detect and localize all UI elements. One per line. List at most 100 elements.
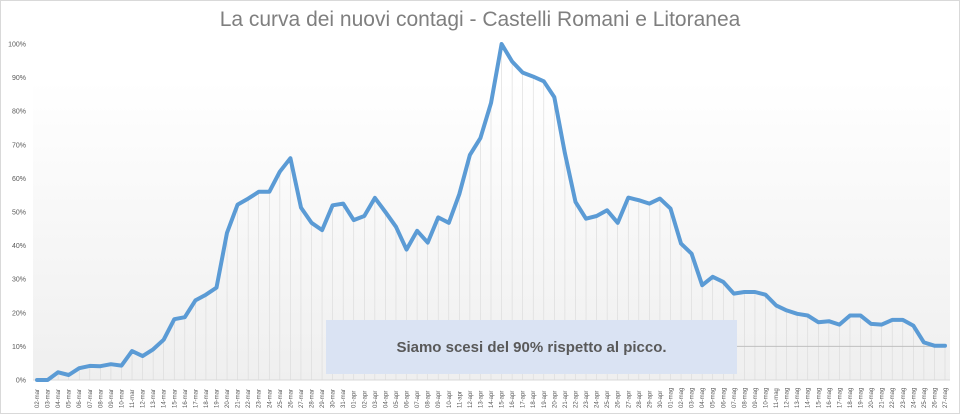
x-tick-label: 08-mag <box>742 388 748 408</box>
x-tick-label: 04-apr <box>383 391 389 408</box>
data-point-02-mag <box>680 243 682 245</box>
data-point-02-apr <box>363 215 365 217</box>
data-point-10-mar <box>120 365 122 367</box>
x-tick-label: 21-apr <box>563 391 569 408</box>
x-tick-label: 02-mag <box>679 388 685 408</box>
x-tick-label: 22-mag <box>890 388 896 408</box>
data-point-25-apr <box>606 209 608 211</box>
x-tick-label: 11-apr <box>457 391 463 408</box>
x-tick-label: 03-apr <box>373 391 379 408</box>
x-tick-label: 21-mag <box>880 388 886 408</box>
data-point-05-mag <box>712 276 714 278</box>
data-point-05-mar <box>68 374 70 376</box>
data-point-19-apr <box>543 80 545 82</box>
data-point-11-apr <box>458 193 460 195</box>
data-point-30-mar <box>332 204 334 206</box>
data-point-01-apr <box>353 219 355 221</box>
x-tick-label: 10-apr <box>447 391 453 408</box>
data-point-12-mar <box>142 355 144 357</box>
annotation-box: Siamo scesi del 90% rispetto al picco. <box>326 320 737 374</box>
x-tick-label: 13-apr <box>478 391 484 408</box>
data-point-21-mag <box>881 324 883 326</box>
x-tick-label: 23-apr <box>584 391 590 408</box>
data-point-09-mag <box>754 291 756 293</box>
data-point-29-apr <box>648 203 650 205</box>
x-tick-label: 18-mar <box>204 389 210 408</box>
data-point-14-apr <box>490 102 492 104</box>
x-tick-label: 14-apr <box>489 391 495 408</box>
x-tick-label: 19-apr <box>542 391 548 408</box>
x-tick-label: 10-mag <box>764 388 770 408</box>
data-point-20-mag <box>870 323 872 325</box>
annotation-text: Siamo scesi del 90% rispetto al picco. <box>396 338 667 356</box>
data-point-01-mag <box>669 208 671 210</box>
data-point-13-apr <box>479 137 481 139</box>
x-tick-label: 27-apr <box>626 391 632 408</box>
data-point-12-apr <box>469 154 471 156</box>
x-tick-label: 15-mar <box>172 389 178 408</box>
x-tick-label: 04-mar <box>56 389 62 408</box>
x-tick-label: 22-mar <box>246 389 252 408</box>
x-tick-label: 22-apr <box>573 391 579 408</box>
data-point-11-mag <box>775 304 777 306</box>
x-tick-label: 26-mar <box>288 389 294 408</box>
data-point-15-apr <box>501 43 503 45</box>
y-tick-label: 30% <box>12 277 26 284</box>
data-point-15-mar <box>173 318 175 320</box>
data-point-13-mar <box>152 348 154 350</box>
x-tick-label: 24-mag <box>911 388 917 408</box>
x-tick-label: 19-mar <box>214 389 220 408</box>
y-tick-label: 10% <box>12 344 26 351</box>
data-point-18-mar <box>205 294 207 296</box>
data-point-21-apr <box>564 152 566 154</box>
x-tick-label: 02-apr <box>362 391 368 408</box>
data-point-04-apr <box>384 211 386 213</box>
data-point-20-apr <box>553 96 555 98</box>
data-point-20-mar <box>226 232 228 234</box>
data-point-25-mar <box>279 171 281 173</box>
data-point-28-apr <box>638 199 640 201</box>
x-tick-label: 15-mag <box>816 388 822 408</box>
x-tick-label: 31-mar <box>341 389 347 408</box>
data-point-28-mar <box>311 222 313 224</box>
data-point-12-mag <box>786 309 788 311</box>
data-point-07-mar <box>89 365 91 367</box>
x-tick-label: 11-mar <box>130 389 136 408</box>
x-tick-label: 06-mag <box>721 388 727 408</box>
x-tick-label: 16-mag <box>827 388 833 408</box>
x-tick-label: 12-apr <box>468 391 474 408</box>
data-point-27-apr <box>627 197 629 199</box>
x-tick-label: 28-mar <box>310 389 316 408</box>
x-tick-label: 27-mag <box>943 388 949 408</box>
x-tick-label: 25-mar <box>278 389 284 408</box>
x-tick-label: 15-apr <box>500 391 506 408</box>
data-point-09-mar <box>110 363 112 365</box>
x-tick-label: 17-mar <box>193 389 199 408</box>
data-point-23-apr <box>585 218 587 220</box>
data-point-06-mar <box>78 367 80 369</box>
x-tick-label: 05-apr <box>394 391 400 408</box>
data-point-17-mar <box>194 299 196 301</box>
x-tick-label: 23-mag <box>901 388 907 408</box>
x-tick-label: 24-mar <box>267 389 273 408</box>
x-tick-label: 29-apr <box>647 391 653 408</box>
x-tick-label: 30-mar <box>331 389 337 408</box>
y-tick-label: 50% <box>12 210 26 217</box>
y-tick-label: 40% <box>12 243 26 250</box>
data-point-16-apr <box>511 60 513 62</box>
data-point-24-mar <box>268 191 270 193</box>
x-tick-label: 20-apr <box>552 391 558 408</box>
x-tick-label: 12-mar <box>141 389 147 408</box>
x-tick-label: 07-mag <box>732 388 738 408</box>
x-tick-label: 05-mag <box>711 388 717 408</box>
data-point-18-mag <box>849 314 851 316</box>
x-tick-label: 18-apr <box>531 391 537 408</box>
data-point-04-mag <box>701 284 703 286</box>
data-point-03-apr <box>374 197 376 199</box>
x-tick-label: 27-mar <box>299 389 305 408</box>
x-tick-label: 18-mag <box>848 388 854 408</box>
data-point-14-mag <box>807 314 809 316</box>
x-tick-label: 13-mar <box>151 389 157 408</box>
x-tick-label: 08-apr <box>426 391 432 408</box>
y-tick-label: 90% <box>12 75 26 82</box>
